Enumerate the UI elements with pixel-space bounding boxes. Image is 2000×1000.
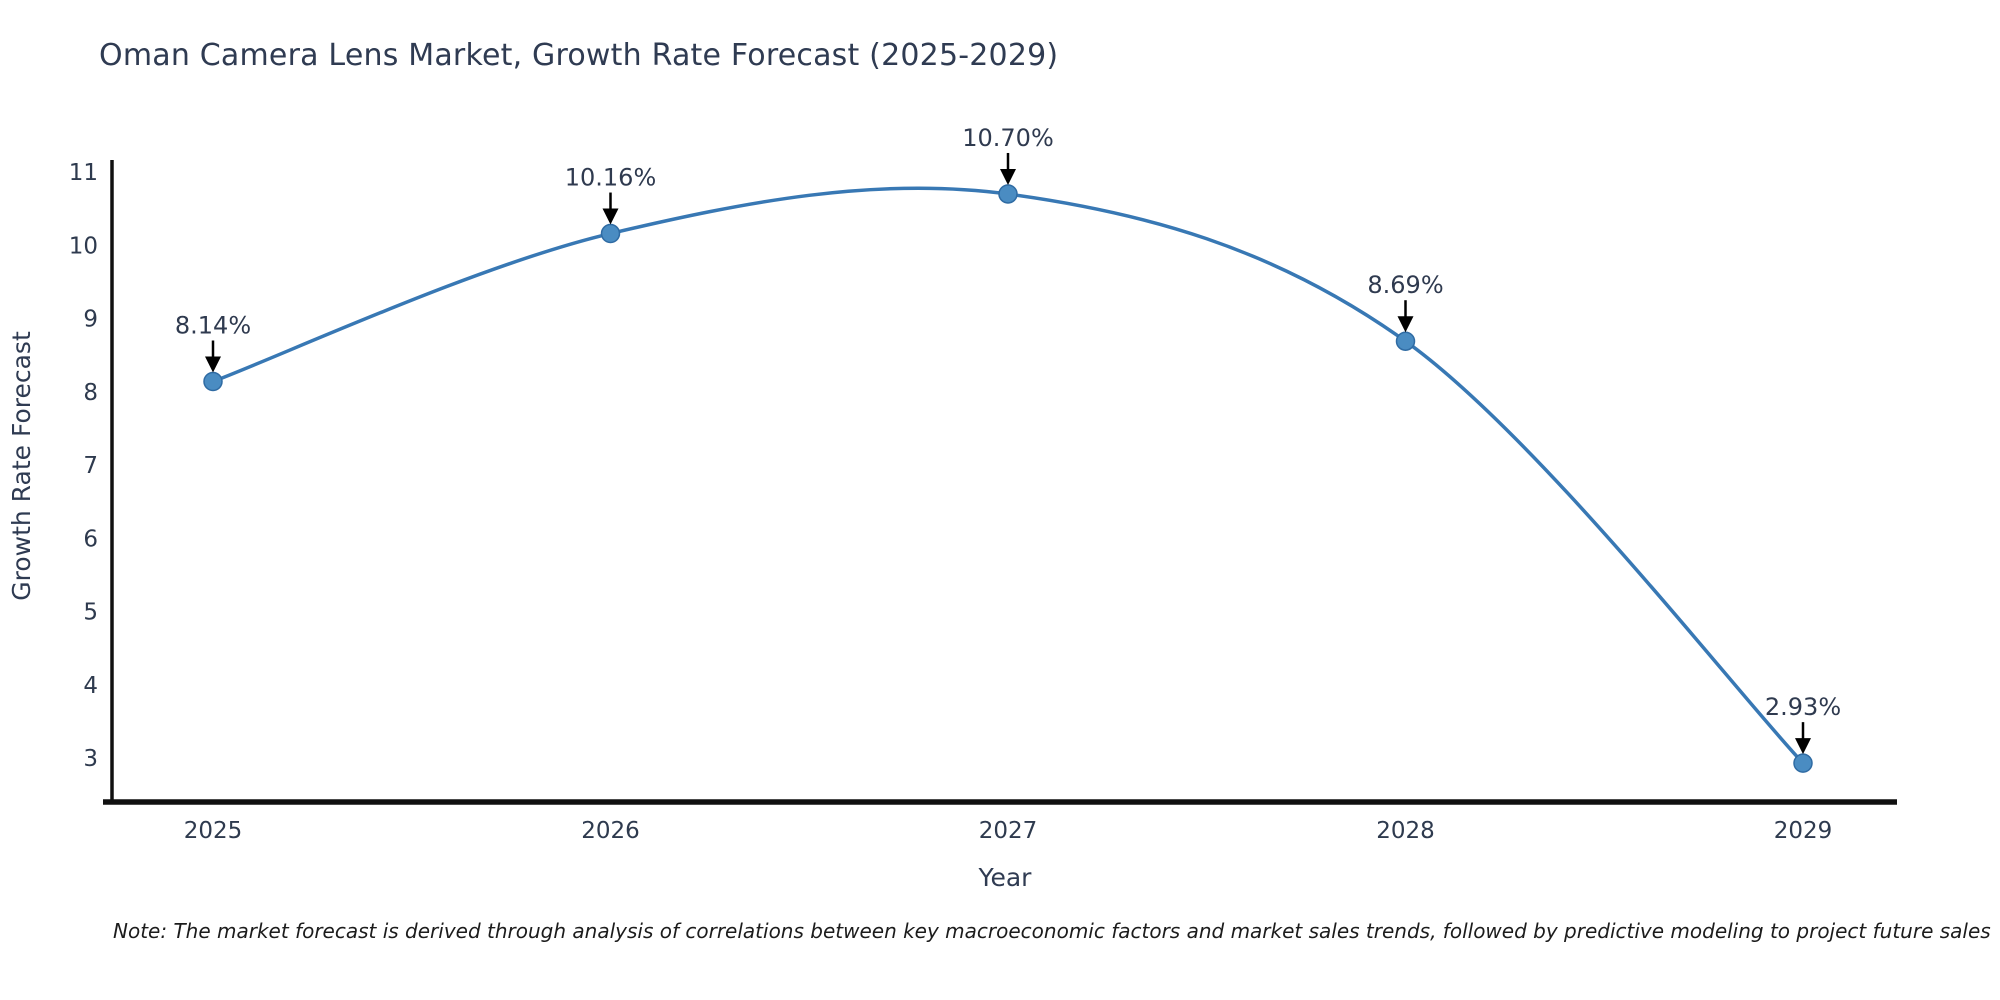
x-tick-label: 2027 [979, 818, 1038, 844]
x-tick-label: 2028 [1376, 818, 1435, 844]
footnote: Note: The market forecast is derived thr… [113, 919, 2000, 943]
y-tick-label: 10 [69, 233, 98, 259]
y-tick-label: 6 [83, 526, 98, 552]
annotation-layer: 8.14% 10.16% 10.70% 8.69% 2.93% [175, 124, 1841, 755]
x-tick-label: 2025 [184, 818, 243, 844]
point-value-label: 10.70% [962, 124, 1054, 152]
y-tick-label: 9 [83, 307, 98, 333]
x-tick-label: 2029 [1774, 818, 1833, 844]
data-point-marker[interactable] [1395, 331, 1416, 351]
y-axis-title: Growth Rate Forecast [7, 331, 36, 601]
axes-layer [103, 160, 1897, 805]
y-tick-label: 7 [83, 453, 98, 479]
y-tick-label: 8 [83, 380, 98, 406]
annotation-arrow-head [205, 356, 221, 373]
annotation-arrow-head [1000, 168, 1016, 185]
series-line [211, 186, 1805, 765]
point-value-label: 8.14% [175, 311, 251, 339]
y-tick-label: 5 [83, 600, 98, 626]
y-tick-label: 4 [83, 673, 98, 699]
data-point-marker[interactable] [1793, 753, 1813, 773]
ticks-layer: 3 4 5 6 7 8 9 10 11 2025 2026 2027 2028 2029 [69, 160, 1833, 844]
series-layer [203, 184, 1813, 773]
annotation-arrow-head [1397, 316, 1414, 333]
point-value-label: 8.69% [1367, 271, 1443, 299]
y-tick-label: 11 [69, 160, 98, 186]
annotation-arrow-head [1795, 738, 1811, 755]
annotation-arrow-head [602, 208, 619, 225]
x-axis-title: Year [978, 863, 1033, 892]
y-tick-label: 3 [83, 746, 98, 772]
data-point-marker[interactable] [203, 371, 223, 392]
point-value-label: 10.16% [565, 164, 657, 192]
data-point-marker[interactable] [998, 184, 1018, 204]
footnote-text: Note: The market forecast is derived thr… [113, 919, 1991, 943]
chart-title: Oman Camera Lens Market, Growth Rate For… [99, 38, 1059, 73]
data-point-marker[interactable] [600, 223, 621, 244]
point-value-label: 2.93% [1765, 693, 1841, 721]
x-tick-label: 2026 [581, 818, 640, 844]
